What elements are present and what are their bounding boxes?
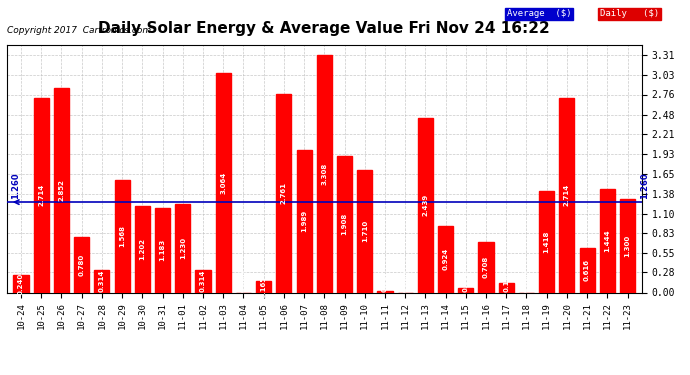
Text: 1.908: 1.908 — [342, 213, 348, 235]
Text: 1.260: 1.260 — [640, 172, 649, 199]
Text: 0.240: 0.240 — [18, 273, 24, 295]
Bar — [155, 208, 170, 292]
Text: 1.183: 1.183 — [159, 239, 166, 261]
Text: 0.314: 0.314 — [200, 270, 206, 292]
Text: 0.780: 0.780 — [79, 254, 85, 276]
Text: 0.000: 0.000 — [402, 270, 408, 292]
Text: 0.616: 0.616 — [584, 260, 590, 281]
Text: 0.314: 0.314 — [99, 270, 105, 292]
Text: 2.852: 2.852 — [59, 179, 64, 201]
Text: 2.761: 2.761 — [281, 183, 287, 204]
Text: 2.439: 2.439 — [422, 194, 428, 216]
Text: 0.068: 0.068 — [463, 270, 469, 292]
Text: 1.989: 1.989 — [301, 210, 307, 232]
Text: 0.000: 0.000 — [240, 270, 246, 292]
Bar — [620, 199, 635, 292]
Bar — [600, 189, 615, 292]
Bar — [54, 88, 69, 292]
Bar — [418, 117, 433, 292]
Text: 0.000: 0.000 — [524, 270, 529, 292]
Bar — [195, 270, 210, 292]
Bar — [580, 248, 595, 292]
Text: 0.017: 0.017 — [382, 270, 388, 292]
Text: 2.714: 2.714 — [38, 184, 44, 206]
Bar — [216, 73, 230, 292]
Text: Average  ($): Average ($) — [507, 9, 571, 18]
Bar — [317, 55, 332, 292]
Text: 1.300: 1.300 — [624, 235, 631, 257]
Text: 3.064: 3.064 — [220, 171, 226, 194]
Text: 1.202: 1.202 — [139, 238, 146, 260]
Bar — [14, 275, 28, 292]
Text: 1.568: 1.568 — [119, 225, 125, 247]
Bar — [115, 180, 130, 292]
Bar — [34, 98, 49, 292]
Bar — [377, 291, 393, 292]
Text: 3.308: 3.308 — [322, 163, 327, 185]
Bar — [175, 204, 190, 292]
Text: 1.260: 1.260 — [10, 172, 19, 199]
Bar — [95, 270, 110, 292]
Text: 0.137: 0.137 — [503, 270, 509, 292]
Text: 1.710: 1.710 — [362, 220, 368, 242]
Text: 2.714: 2.714 — [564, 184, 570, 206]
Text: 0.165: 0.165 — [261, 276, 266, 298]
Bar — [276, 94, 291, 292]
Bar — [337, 156, 352, 292]
Text: Copyright 2017  Cartronics.com: Copyright 2017 Cartronics.com — [7, 26, 151, 35]
Text: Daily Solar Energy & Average Value Fri Nov 24 16:22: Daily Solar Energy & Average Value Fri N… — [99, 21, 550, 36]
Bar — [135, 206, 150, 292]
Text: Daily   ($): Daily ($) — [600, 9, 660, 18]
Bar — [297, 150, 312, 292]
Text: 1.418: 1.418 — [544, 231, 550, 253]
Text: 1.444: 1.444 — [604, 230, 611, 252]
Bar — [74, 237, 89, 292]
Bar — [438, 226, 453, 292]
Bar — [256, 280, 271, 292]
Bar — [357, 170, 373, 292]
Bar — [560, 98, 575, 292]
Text: 1.230: 1.230 — [180, 237, 186, 260]
Text: 0.924: 0.924 — [442, 248, 448, 270]
Bar — [458, 288, 473, 292]
Bar — [499, 283, 514, 292]
Bar — [539, 191, 554, 292]
Text: 0.708: 0.708 — [483, 256, 489, 278]
Bar — [478, 242, 493, 292]
